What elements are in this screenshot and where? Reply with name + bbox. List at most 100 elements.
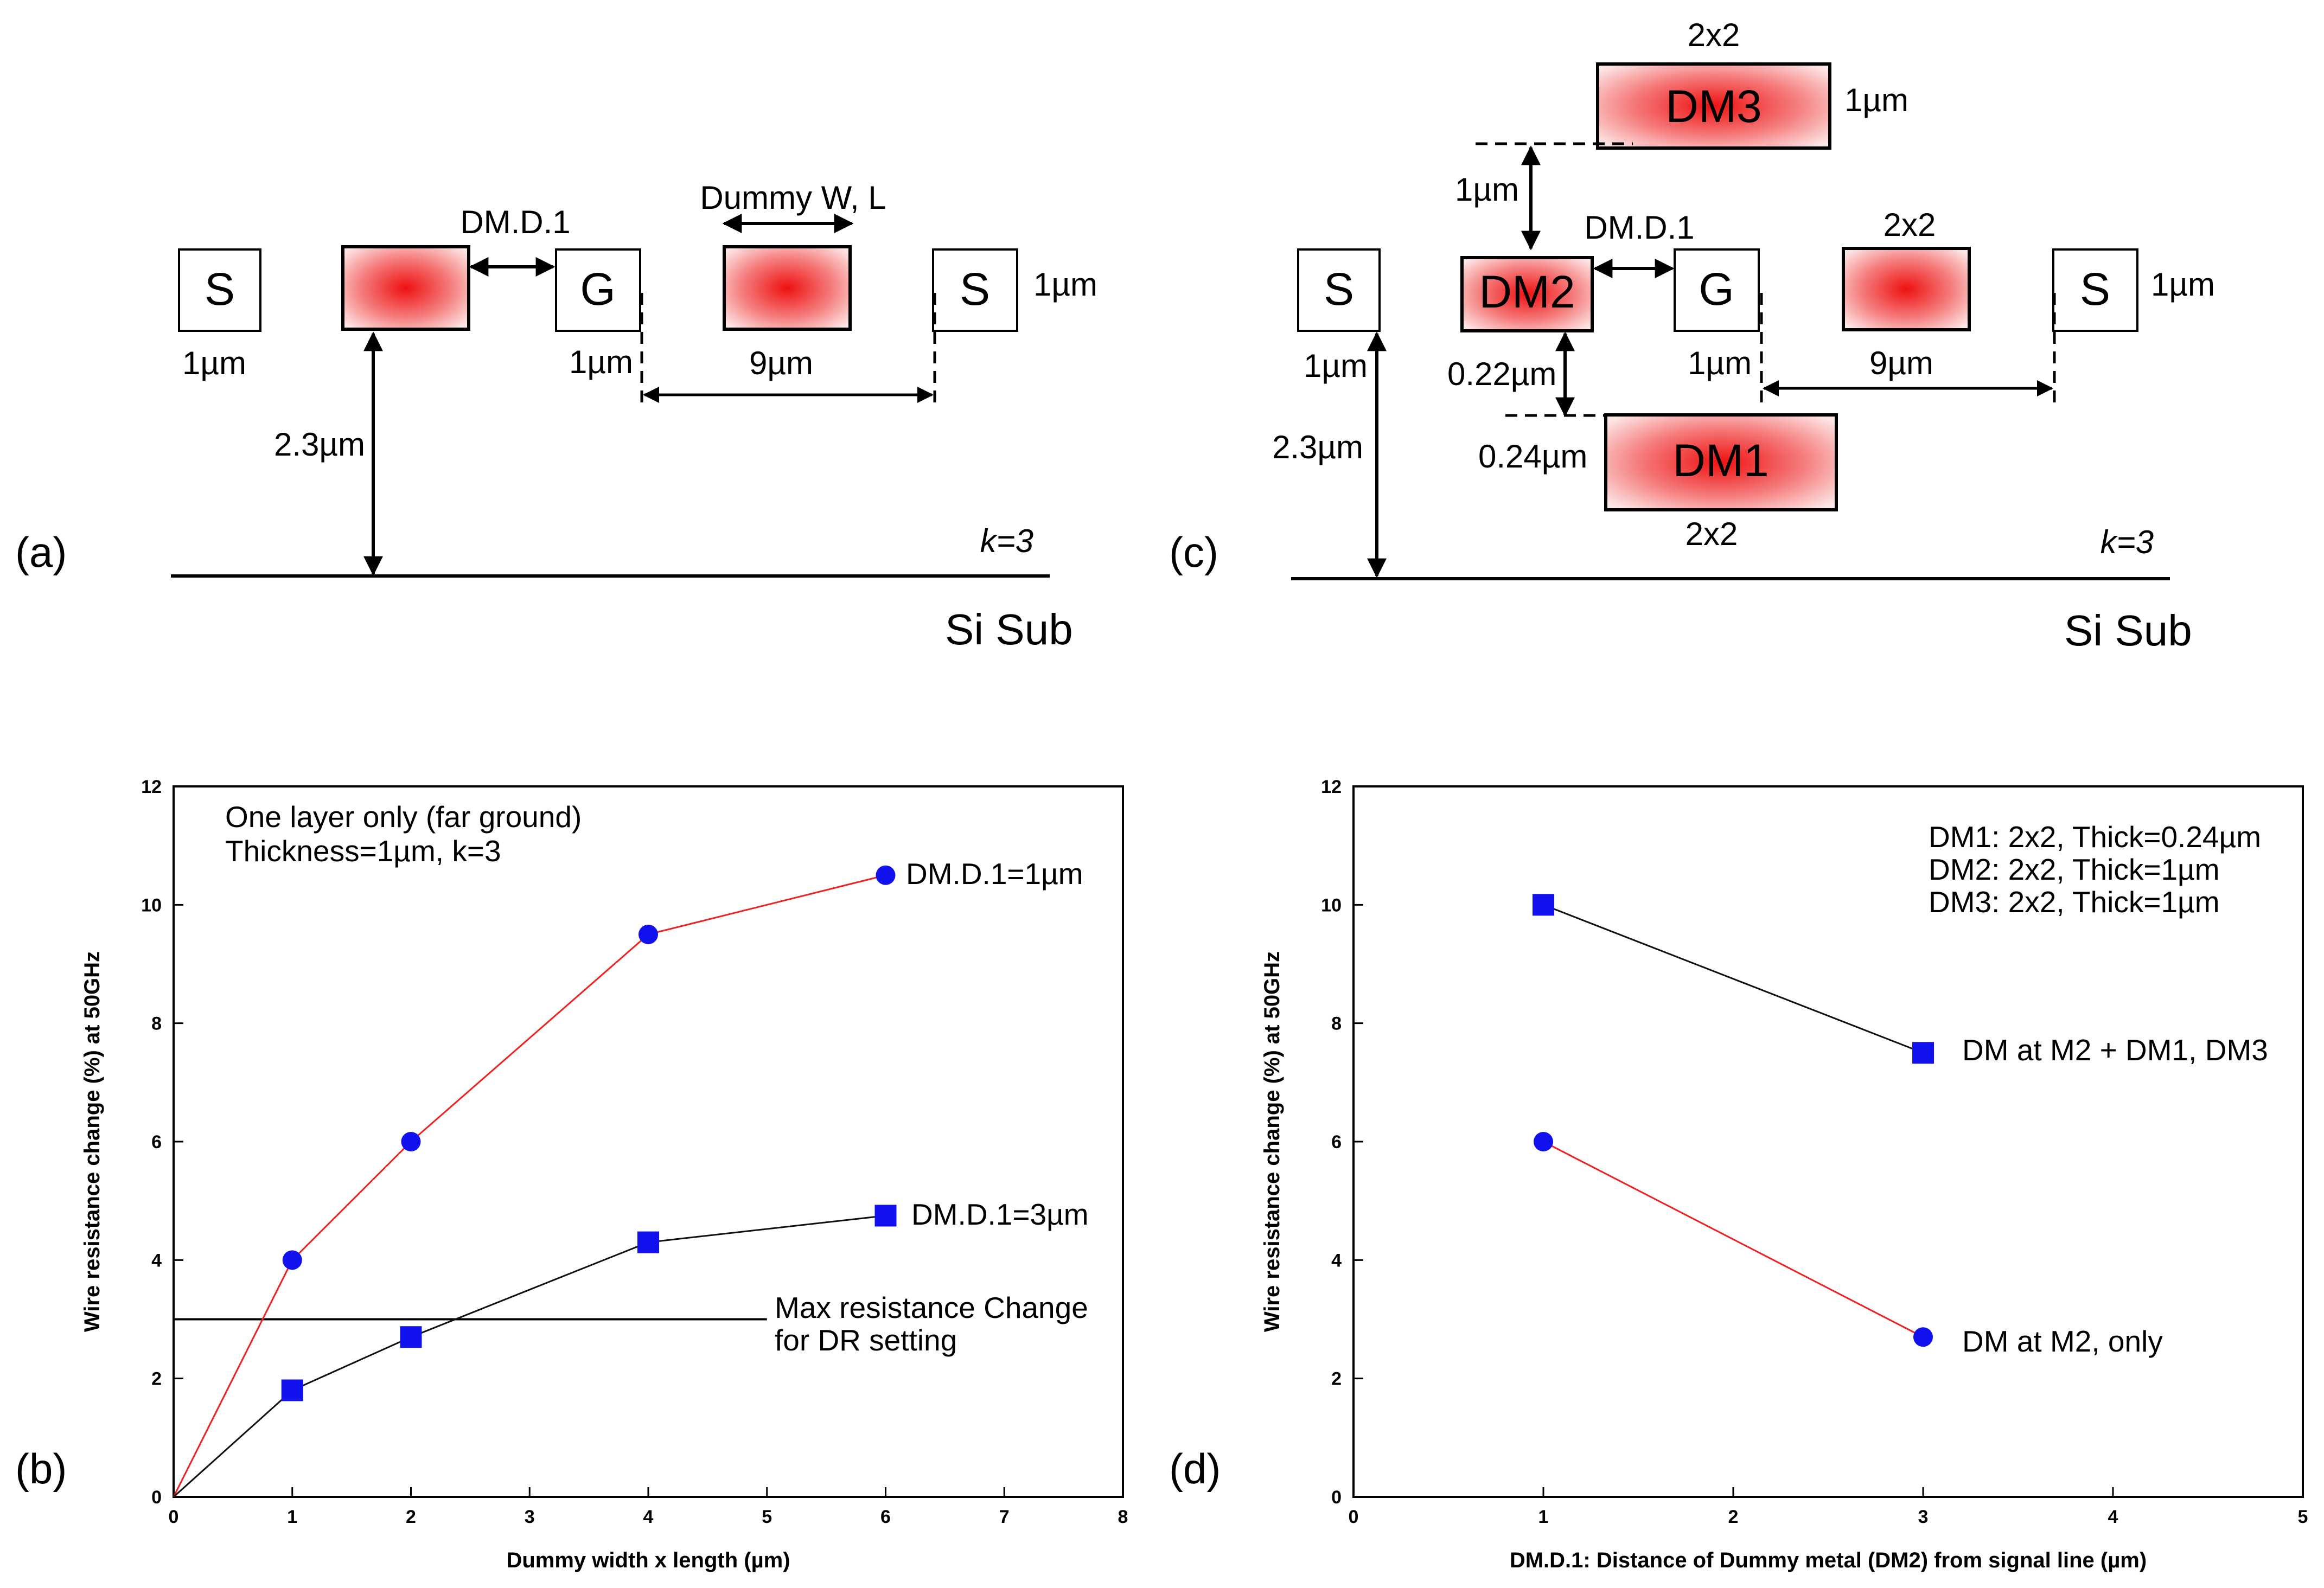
y-tick-label: 2 (1331, 1369, 1342, 1390)
chart-d-markers (1533, 894, 1934, 1347)
y-tick-label: 10 (1321, 895, 1342, 915)
ground-label: G (580, 264, 615, 315)
height-label: 2.3µm (274, 426, 365, 463)
panel-b-label: (b) (15, 1445, 67, 1493)
ground-label-c: G (1699, 264, 1734, 315)
dm-d1-label: DM.D.1 (460, 204, 570, 240)
signal-right-label: S (960, 264, 990, 315)
dummy-wl-label: Dummy W, L (700, 180, 886, 216)
x-tick-label: 5 (2298, 1507, 2308, 1527)
signal-right-label-c: S (2080, 264, 2110, 315)
signal-left-label-c: S (1324, 264, 1354, 315)
width-ground-label: 1µm (569, 344, 633, 380)
dummy-metal-right (723, 245, 852, 331)
signal-line-left (178, 248, 261, 332)
thickness-right-label: 1µm (1033, 266, 1097, 303)
x-tick-label: 4 (643, 1507, 654, 1527)
y-tick-label: 6 (1331, 1132, 1342, 1152)
data-point-circle (639, 924, 658, 944)
width-left-label: 1µm (182, 345, 246, 381)
dm1-label: DM1 (1672, 435, 1768, 486)
y-tick-label: 4 (1331, 1250, 1342, 1271)
x-tick-label: 2 (1728, 1507, 1739, 1527)
data-point-circle (1534, 1132, 1553, 1151)
ground-line-c (1674, 248, 1760, 332)
chart-d-legend-series-1: DM at M2 + DM1, DM3 (1962, 1033, 2268, 1067)
chart-d-annotation-line-1: DM1: 2x2, Thick=0.24µm (1929, 820, 2261, 854)
y-tick-label: 0 (1331, 1487, 1342, 1508)
dm3-label: DM3 (1665, 81, 1761, 132)
data-point-circle (401, 1132, 421, 1151)
chart-b-legend-series-2: DM.D.1=3µm (911, 1198, 1089, 1231)
k-label: k=3 (980, 523, 1033, 559)
chart-b-x-label: Dummy width x length (µm) (506, 1548, 790, 1572)
x-tick-label: 6 (880, 1507, 891, 1527)
y-tick-label: 0 (151, 1487, 162, 1508)
dummy-metal-right-c (1842, 247, 1971, 331)
y-tick-label: 2 (151, 1369, 162, 1390)
diagram-c: DM3 2x2 1µm 1µm S DM2 DM.D.1 G 2x2 S 1µm… (1169, 17, 2215, 655)
dm3-size-label: 2x2 (1688, 17, 1740, 53)
chart-d-annotation-line-2: DM2: 2x2, Thick=1µm (1929, 853, 2220, 886)
dm-d1-label-c: DM.D.1 (1584, 209, 1694, 246)
x-tick-label: 8 (1118, 1507, 1128, 1527)
chart-b-lines (173, 874, 886, 1498)
x-tick-label: 3 (1918, 1507, 1929, 1527)
dummy-size-label: 2x2 (1884, 207, 1936, 243)
dm3-box (1596, 62, 1831, 150)
dm3-thick-label: 1µm (1844, 82, 1908, 118)
chart-d-legend-series-2: DM at M2, only (1962, 1324, 2163, 1358)
dm2-label: DM2 (1479, 266, 1575, 317)
chart-d-annotation-line-3: DM3: 2x2, Thick=1µm (1929, 885, 2220, 919)
x-tick-label: 3 (525, 1507, 535, 1527)
spacing-label: 9µm (749, 345, 813, 381)
y-tick-label: 8 (1331, 1014, 1342, 1034)
x-tick-label: 1 (1538, 1507, 1549, 1527)
data-point-square (874, 1205, 897, 1227)
chart-b-frame (173, 785, 1124, 1498)
chart-b-threshold-label-1: Max resistance Change (775, 1291, 1088, 1324)
data-point-circle (282, 1250, 302, 1270)
chart-b-y-label: Wire resistance change (%) at 50GHz (80, 951, 104, 1332)
dm1-box (1604, 413, 1838, 511)
x-tick-label: 1 (287, 1507, 297, 1527)
chart-d-y-label: Wire resistance change (%) at 50GHz (1260, 951, 1284, 1332)
panel-c-label: (c) (1169, 528, 1218, 576)
y-tick-label: 8 (151, 1014, 162, 1034)
chart-b-threshold-label-2: for DR setting (775, 1323, 957, 1357)
dm1-size-label: 2x2 (1685, 516, 1738, 552)
diagram-a: S G S DM.D.1 Dummy W, L 1µm 1µm 1µm 9µm … (15, 180, 1097, 654)
x-tick-label: 0 (1349, 1507, 1359, 1527)
chart-b-annotation-line-1: One layer only (far ground) (225, 800, 582, 834)
data-point-square (1533, 894, 1554, 916)
signal-line-right (932, 248, 1018, 332)
panel-a-label: (a) (15, 528, 67, 576)
y-tick-label: 10 (141, 895, 162, 915)
chart-d-x-label: DM.D.1: Distance of Dummy metal (DM2) fr… (1510, 1548, 2147, 1572)
x-tick-label: 7 (999, 1507, 1010, 1527)
signal-line-right-c (2052, 248, 2138, 332)
thickness-right-label-c: 1µm (2151, 266, 2215, 303)
data-point-square (281, 1379, 303, 1401)
series-line-1 (1543, 904, 1924, 1054)
substrate-label: Si Sub (945, 605, 1073, 654)
dm1-gap-label: 0.22µm (1447, 356, 1556, 392)
substrate-label-c: Si Sub (2064, 606, 2192, 655)
x-tick-label: 2 (406, 1507, 416, 1527)
x-tick-label: 4 (2108, 1507, 2118, 1527)
x-tick-label: 5 (762, 1507, 772, 1527)
series-line-1 (173, 874, 886, 1497)
dummy-metal-left (341, 245, 470, 331)
signal-line-left-c (1297, 248, 1381, 332)
data-point-circle (1913, 1327, 1933, 1347)
series-line-2 (1543, 1141, 1924, 1338)
chart-b-annotation-line-2: Thickness=1µm, k=3 (225, 834, 501, 868)
x-tick-label: 0 (169, 1507, 179, 1527)
panel-d-label: (d) (1169, 1445, 1221, 1493)
chart-b-legend-series-1: DM.D.1=1µm (906, 857, 1083, 891)
